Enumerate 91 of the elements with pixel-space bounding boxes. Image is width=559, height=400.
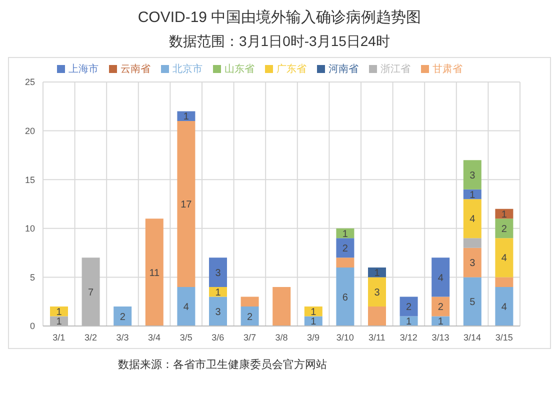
bar — [240, 296, 259, 306]
bar — [368, 277, 386, 306]
bar — [495, 286, 514, 326]
bar — [495, 238, 514, 278]
data-label: 2 — [501, 224, 508, 235]
data-label: 7 — [88, 287, 94, 298]
data-label: 4 — [438, 272, 444, 284]
y-tick-label: 20 — [24, 126, 35, 136]
data-label: 4 — [501, 302, 508, 314]
legend-label: 上海市 — [68, 64, 98, 75]
bar — [177, 286, 196, 326]
bar — [495, 277, 514, 287]
data-label: 3 — [470, 258, 476, 270]
bar — [463, 248, 482, 278]
data-label: 4 — [470, 214, 476, 226]
data-label: 3 — [470, 170, 476, 182]
bar — [463, 160, 482, 190]
x-tick-label: 3/4 — [148, 332, 161, 342]
data-label: 1 — [342, 228, 348, 240]
data-label: 1 — [215, 287, 222, 298]
data-label: 6 — [342, 292, 348, 304]
x-tick-label: 3/6 — [212, 332, 224, 342]
data-label: 2 — [342, 243, 348, 254]
data-label: 1 — [56, 316, 62, 328]
x-tick-label: 3/8 — [275, 332, 288, 342]
x-tick-label: 3/9 — [307, 332, 320, 342]
data-label: 1 — [183, 112, 190, 123]
y-tick-label: 5 — [30, 272, 35, 282]
data-label: 17 — [180, 200, 192, 211]
data-label: 1 — [501, 209, 508, 220]
bar — [336, 258, 354, 268]
data-label: 3 — [374, 287, 380, 298]
x-tick-label: 3/13 — [432, 332, 450, 342]
data-label: 1 — [374, 268, 380, 279]
bar — [336, 267, 354, 326]
chart-subtitle: 数据范围：3月1日0时-3月15日24时 — [168, 33, 391, 51]
data-label: 2 — [406, 302, 412, 314]
bar — [495, 218, 514, 238]
bar — [432, 258, 450, 297]
bar — [463, 277, 482, 326]
data-label: 2 — [247, 312, 254, 323]
x-tick-label: 3/1 — [52, 332, 66, 342]
data-label: 1 — [56, 306, 62, 318]
bar — [368, 306, 386, 326]
bar — [114, 306, 132, 326]
data-label: 1 — [310, 306, 317, 318]
data-label: 2 — [438, 302, 444, 314]
source-note: 数据来源：各省市卫生健康委员会官方网站 — [118, 358, 328, 372]
data-label: 4 — [183, 302, 190, 314]
chart-title: COVID-19 中国由境外输入确诊病例趋势图 — [136, 8, 422, 27]
data-label: 5 — [470, 297, 476, 308]
bar — [400, 296, 418, 316]
legend-label: 浙江省 — [380, 64, 410, 75]
x-tick-label: 3/3 — [116, 332, 129, 342]
y-tick-label: 25 — [24, 77, 35, 88]
legend-label: 山东省 — [224, 64, 254, 75]
bar — [463, 199, 482, 238]
x-tick-label: 3/2 — [84, 332, 97, 342]
bar — [209, 258, 227, 287]
legend-label: 云南省 — [120, 64, 150, 75]
bar — [272, 286, 291, 326]
data-label: 2 — [120, 312, 126, 323]
bar — [240, 306, 259, 326]
data-label: 1 — [438, 316, 444, 328]
x-tick-label: 3/10 — [336, 332, 354, 342]
bar — [336, 238, 354, 258]
data-label: 11 — [149, 268, 160, 279]
data-label: 1 — [310, 316, 317, 328]
data-label: 3 — [215, 306, 222, 318]
legend-label: 甘肃省 — [432, 64, 462, 75]
y-tick-label: 10 — [24, 224, 35, 234]
x-tick-label: 3/11 — [368, 332, 386, 342]
data-label: 4 — [501, 253, 508, 264]
bar — [432, 296, 450, 316]
legend-label: 广东省 — [276, 64, 306, 75]
x-tick-label: 3/12 — [400, 332, 418, 342]
x-tick-label: 3/5 — [180, 332, 192, 342]
x-tick-label: 3/14 — [464, 332, 482, 342]
x-tick-label: 3/7 — [243, 332, 256, 342]
y-tick-label: 0 — [30, 321, 35, 332]
bar — [177, 121, 196, 287]
data-label: 3 — [215, 268, 222, 279]
x-tick-label: 3/15 — [495, 332, 513, 342]
bar — [463, 238, 482, 248]
y-tick-label: 15 — [24, 174, 35, 185]
legend-label: 北京市 — [172, 64, 202, 75]
data-label: 1 — [406, 316, 412, 328]
bar — [209, 296, 227, 326]
bar — [145, 218, 164, 326]
legend-label: 河南省 — [328, 64, 358, 75]
data-label: 1 — [470, 190, 476, 201]
